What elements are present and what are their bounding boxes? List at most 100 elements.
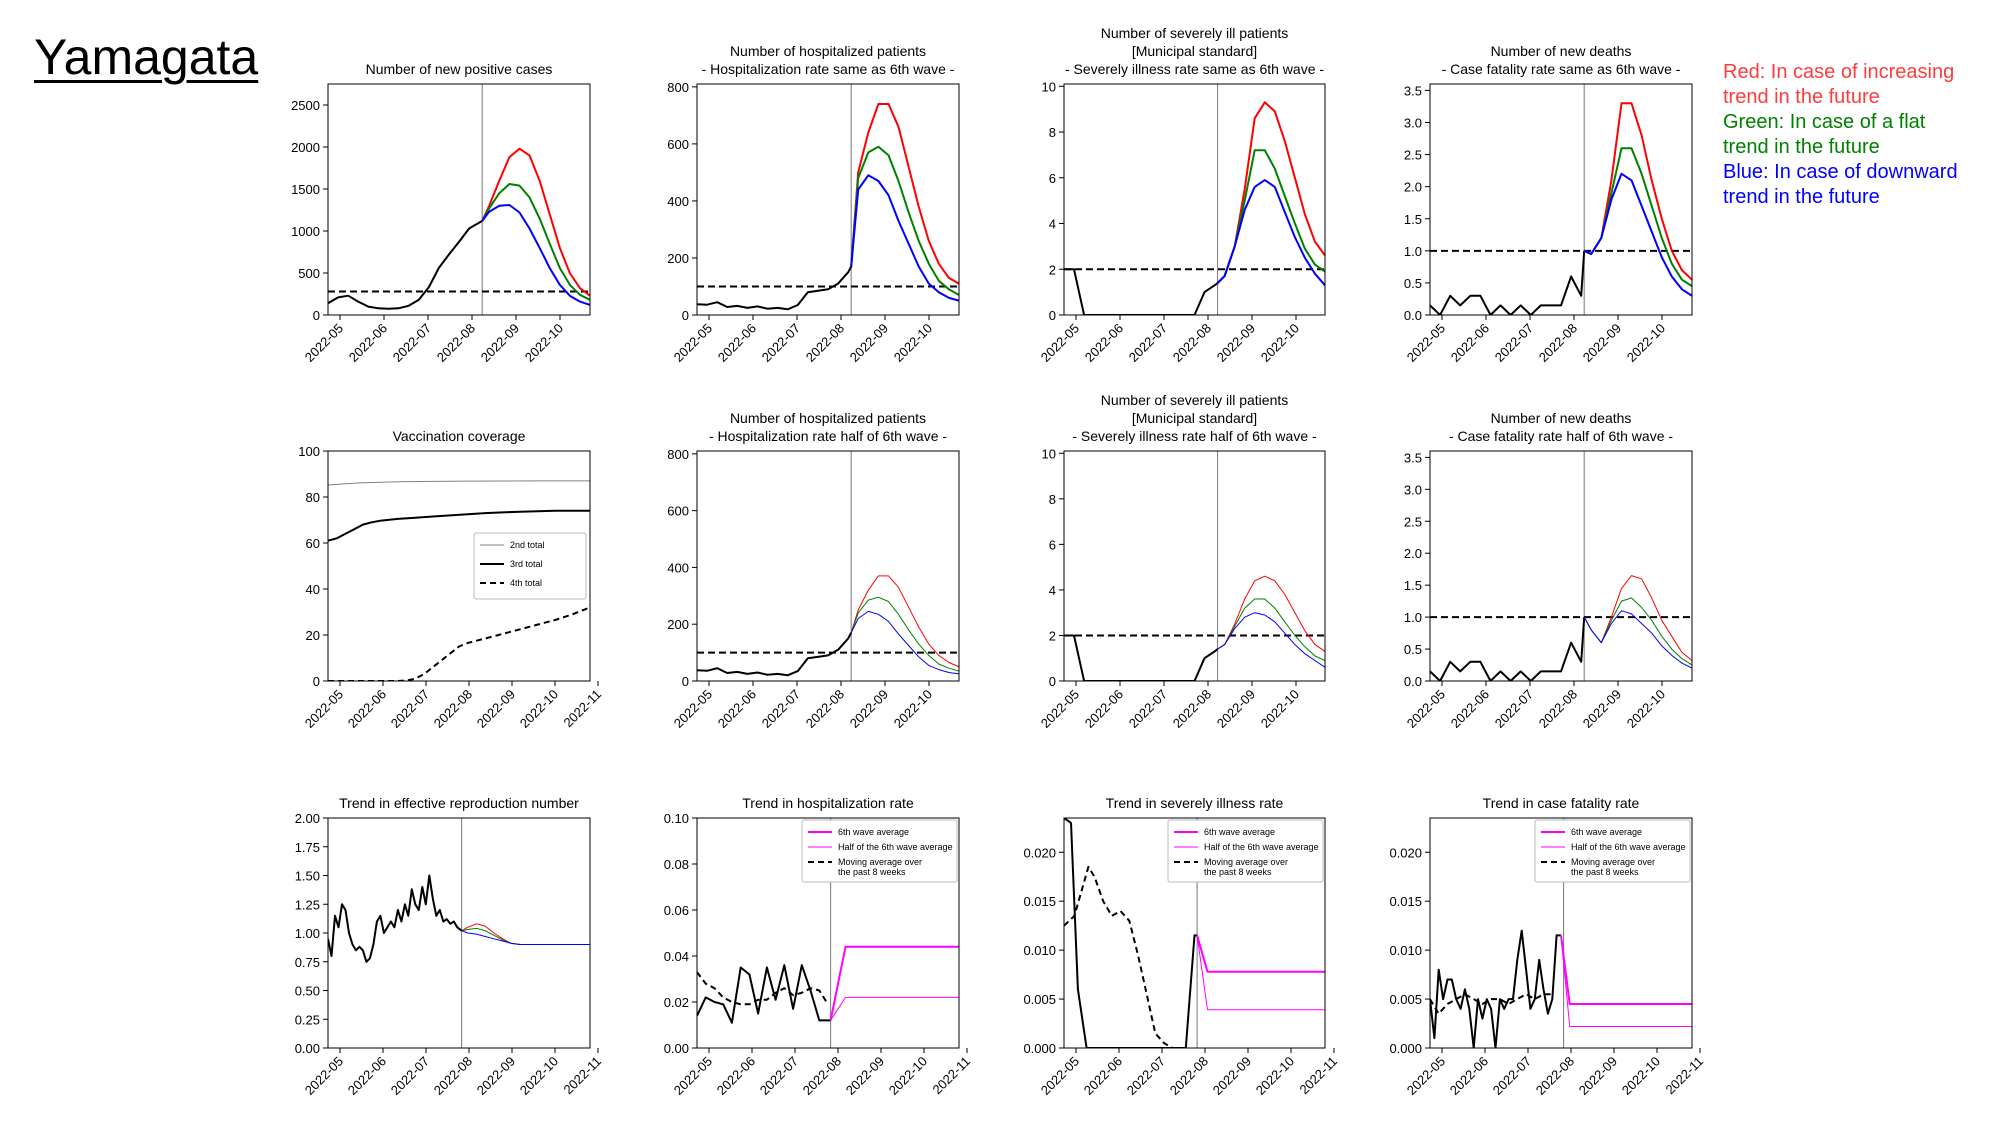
legend: 6th wave average Half of the 6th wave ave… (1534, 819, 1691, 883)
x-tick-label: 2022-07 (1490, 1054, 1534, 1098)
legend-label: Moving average over (1204, 857, 1288, 867)
y-tick-label: 1.25 (295, 897, 320, 912)
legend-label: 6th wave average (838, 827, 909, 837)
series-line (328, 606, 590, 681)
series-line (850, 610, 959, 675)
x-tick-label: 2022-09 (847, 321, 891, 365)
legend-box (801, 819, 958, 883)
plot-area (1430, 451, 1692, 681)
legend-note-line: Red: In case of increasing (1723, 61, 1955, 83)
chart-title-line: Number of severely ill patients (1101, 25, 1289, 41)
chart-c6: Number of hospitalized patients - Hospita… (667, 410, 960, 731)
y-tick-label: 2.0 (1404, 180, 1422, 195)
x-tick-label: 2022-11 (1662, 1054, 1706, 1098)
y-tick-label: 0.0 (1404, 674, 1422, 689)
x-tick-label: 2022-06 (715, 321, 759, 365)
series-line (1430, 250, 1586, 315)
series-line (1217, 612, 1325, 668)
x-tick-label: 2022-09 (478, 321, 522, 365)
y-tick-label: 3.0 (1404, 482, 1422, 497)
y-tick-label: 0.000 (1389, 1041, 1422, 1056)
chart-title-line: Trend in hospitalization rate (742, 795, 914, 811)
plot-frame (696, 83, 960, 316)
chart-c4: Number of new deaths - Case fatality rate… (1404, 43, 1693, 365)
chart-title-line: Number of hospitalized patients (730, 410, 926, 426)
x-tick-label: 2022-11 (1296, 1054, 1340, 1098)
x-tick-label: 2022-05 (671, 321, 715, 365)
y-tick-label: 1.0 (1404, 610, 1422, 625)
x-tick-label: 2022-08 (1170, 321, 1214, 365)
x-tick-label: 2022-05 (671, 1054, 715, 1098)
y-tick-label: 8 (1049, 492, 1056, 507)
legend-label: the past 8 weeks (1571, 867, 1639, 877)
y-tick-label: 1500 (291, 182, 320, 197)
y-tick-label: 600 (667, 504, 689, 519)
x-tick-label: 2022-07 (390, 321, 434, 365)
y-tick-label: 0.08 (664, 857, 689, 872)
legend-box (1167, 819, 1324, 883)
x-tick-label: 2022-09 (474, 1054, 518, 1098)
chart-title-line: - Hospitalization rate half of 6th wave … (709, 428, 947, 444)
x-tick-label: 2022-05 (302, 321, 346, 365)
chart-c8: Number of new deaths - Case fatality rate… (1404, 410, 1693, 731)
series-line (1583, 147, 1692, 287)
plot-frame (696, 450, 960, 682)
plot-frame (1429, 83, 1693, 316)
series-line (1560, 935, 1692, 1005)
x-tick-label: 2022-08 (1167, 1054, 1211, 1098)
y-tick-label: 0.005 (1023, 992, 1056, 1007)
plot-frame (1063, 450, 1326, 682)
plot-frame (327, 817, 591, 1049)
y-tick-label: 2.00 (295, 811, 320, 826)
series-line (697, 266, 853, 311)
x-tick-label: 2022-05 (302, 687, 346, 731)
series-line (1583, 102, 1692, 281)
series-line (697, 632, 853, 677)
plot-area (697, 818, 959, 1048)
series-line (328, 220, 483, 310)
chart-c11: Trend in severely illness rate 0.000 0.005… (1023, 795, 1340, 1098)
x-tick-label: 2022-07 (1492, 321, 1536, 365)
x-tick-label: 2022-07 (1124, 1054, 1168, 1098)
x-tick-label: 2022-06 (714, 1054, 758, 1098)
plot-frame (696, 817, 960, 1049)
y-tick-label: 100 (298, 444, 320, 459)
y-tick-label: 0.10 (664, 811, 689, 826)
series-line (1583, 610, 1692, 669)
x-tick-label: 2022-08 (1170, 687, 1214, 731)
scenario-color-legend: Red: In case of increasing trend in the … (1723, 60, 1993, 210)
x-tick-label: 2022-07 (759, 687, 803, 731)
y-tick-label: 0.00 (664, 1041, 689, 1056)
y-tick-label: 0 (682, 308, 689, 323)
legend-label: 6th wave average (1571, 827, 1642, 837)
series-line (481, 147, 590, 297)
x-tick-label: 2022-08 (431, 1054, 475, 1098)
x-tick-label: 2022-11 (929, 1054, 973, 1098)
y-tick-label: 0.75 (295, 955, 320, 970)
chart-title-line: Trend in effective reproduction number (339, 795, 579, 811)
series-line (1196, 935, 1325, 973)
y-tick-label: 1.5 (1404, 212, 1422, 227)
y-tick-label: 0 (1049, 308, 1056, 323)
x-tick-label: 2022-08 (431, 687, 475, 731)
plot-frame (1063, 83, 1326, 316)
y-tick-label: 2000 (291, 140, 320, 155)
plot-area (697, 84, 959, 315)
y-tick-label: 0.005 (1389, 992, 1422, 1007)
legend-box (1534, 819, 1691, 883)
x-tick-label: 2022-06 (1082, 321, 1126, 365)
x-tick-label: 2022-08 (803, 321, 847, 365)
x-tick-label: 2022-05 (1038, 1054, 1082, 1098)
y-tick-label: 10 (1042, 446, 1056, 461)
legend: 6th wave average Half of the 6th wave ave… (801, 819, 958, 883)
plot-frame (1429, 817, 1693, 1049)
x-tick-label: 2022-07 (757, 1054, 801, 1098)
y-tick-label: 4 (1049, 583, 1056, 598)
legend-note-line: trend in the future (1723, 86, 1880, 108)
series-line (1064, 634, 1219, 681)
series-line (481, 183, 590, 301)
series-line (1583, 597, 1692, 666)
y-tick-label: 0.015 (1389, 894, 1422, 909)
legend-note-line: trend in the future (1723, 136, 1880, 158)
